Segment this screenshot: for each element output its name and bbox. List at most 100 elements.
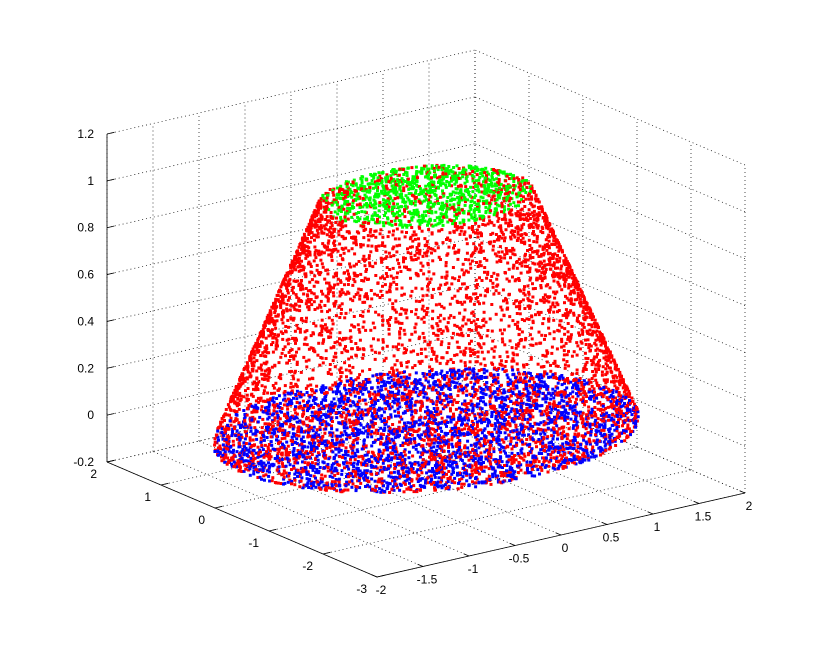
data-point (433, 249, 437, 253)
data-point (396, 179, 400, 183)
data-point (235, 437, 239, 441)
data-point (628, 410, 632, 413)
data-point (338, 443, 342, 447)
data-point (482, 218, 486, 222)
data-point (494, 233, 498, 236)
data-point (525, 317, 529, 321)
data-point (339, 223, 343, 227)
data-point (425, 240, 429, 244)
data-point (481, 200, 485, 203)
data-point (416, 316, 420, 320)
data-point (283, 429, 287, 433)
data-point (393, 179, 397, 183)
data-point (566, 459, 570, 463)
grid-line (160, 400, 530, 486)
data-point (405, 365, 409, 369)
data-point (577, 331, 581, 335)
data-point (309, 298, 313, 301)
data-point (509, 394, 513, 398)
data-point (373, 229, 377, 233)
data-point (484, 320, 488, 324)
data-point (623, 431, 626, 435)
data-point (331, 450, 335, 454)
data-point (296, 326, 300, 330)
data-point (456, 487, 460, 491)
data-point (274, 427, 278, 431)
data-point (404, 351, 408, 354)
data-point (444, 185, 448, 189)
data-point (374, 417, 378, 421)
data-point (402, 375, 406, 379)
data-point (399, 326, 403, 330)
data-point (620, 431, 624, 435)
data-point (555, 460, 558, 463)
data-point (400, 343, 404, 347)
data-point (280, 407, 284, 410)
data-point (409, 392, 413, 396)
data-point (537, 211, 541, 215)
data-point (450, 370, 454, 374)
data-point (350, 195, 354, 199)
z-tick-mark (106, 272, 115, 275)
data-point (468, 432, 472, 436)
data-point (220, 431, 224, 434)
data-point (531, 409, 535, 412)
data-point (448, 231, 452, 235)
data-point (427, 449, 431, 453)
data-point (626, 426, 630, 430)
data-point (521, 401, 525, 405)
data-point (477, 190, 481, 194)
data-point (324, 191, 328, 195)
data-point (583, 312, 587, 316)
data-point (447, 316, 451, 320)
data-point (359, 224, 363, 228)
data-point (387, 205, 391, 209)
data-point (592, 357, 596, 361)
data-point (476, 459, 480, 463)
data-point (357, 475, 361, 479)
data-point (397, 476, 400, 480)
data-point (496, 193, 500, 197)
data-point (472, 319, 476, 323)
data-point (559, 271, 563, 275)
data-point (455, 421, 459, 425)
data-point (584, 306, 588, 310)
data-point (297, 245, 301, 249)
data-point (363, 193, 367, 197)
data-point (328, 288, 332, 292)
data-point (519, 376, 522, 380)
data-point (389, 451, 393, 455)
data-point (434, 210, 438, 214)
data-point (465, 479, 469, 483)
data-point (231, 427, 235, 431)
data-point (424, 478, 428, 482)
data-point (476, 296, 479, 299)
data-point (575, 372, 579, 375)
data-point (498, 245, 502, 249)
data-point (495, 438, 499, 442)
data-point (479, 451, 483, 455)
data-point (376, 414, 380, 418)
data-point (361, 398, 365, 402)
data-point (441, 407, 445, 411)
data-point (403, 448, 407, 452)
data-point (428, 455, 431, 459)
data-point (432, 352, 436, 356)
data-point (426, 421, 429, 425)
data-point (556, 310, 559, 314)
data-point (509, 430, 513, 434)
data-point (612, 418, 616, 422)
data-point (350, 471, 354, 475)
data-point (302, 393, 306, 397)
data-point (391, 369, 395, 373)
data-point (451, 331, 455, 335)
data-point (529, 425, 533, 429)
x-tick-mark (509, 542, 516, 546)
data-point (494, 458, 498, 462)
data-point (482, 310, 486, 314)
data-point (527, 181, 530, 185)
data-point (322, 338, 326, 342)
data-point (295, 253, 299, 257)
data-point (411, 467, 415, 471)
data-point (358, 422, 362, 425)
